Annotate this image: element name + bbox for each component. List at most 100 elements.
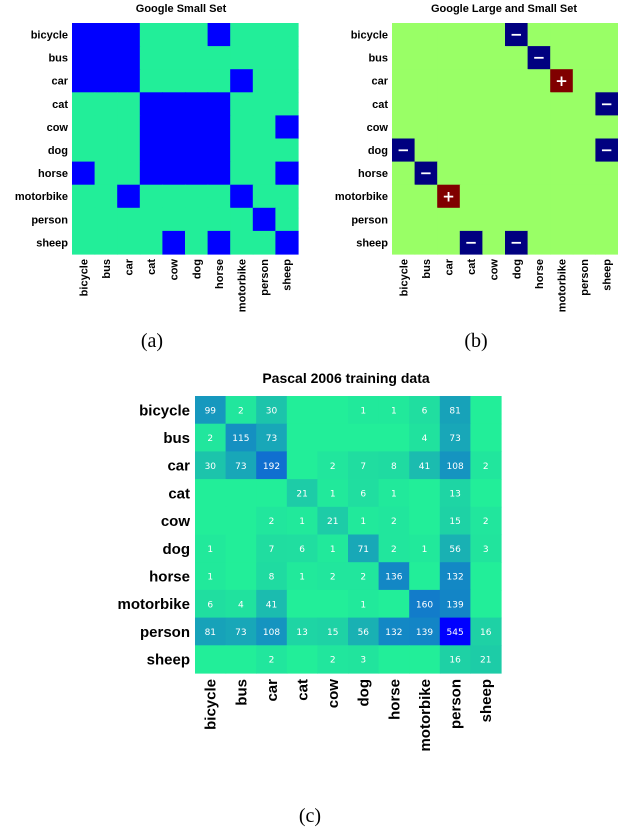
cell-bicycle-bus [225, 396, 257, 425]
cell-bicycle-bicycle [392, 23, 416, 47]
column-label-bus: bus [421, 259, 433, 279]
cell-person-horse [378, 617, 410, 646]
row-label-car: car [371, 76, 388, 88]
cell-motorbike-sheep [595, 184, 618, 209]
cell-horse-bus [225, 562, 257, 591]
cell-bicycle-motorbike [230, 23, 254, 47]
sign-horse-bus: − [420, 164, 433, 182]
cell-person-sheep [595, 207, 618, 232]
cell-bicycle-cow [482, 23, 506, 47]
cell-cow-cat [459, 115, 483, 140]
cell-horse-dog [505, 161, 529, 186]
cell-cat-horse [527, 92, 551, 116]
row-label-person: person [31, 214, 68, 226]
cell-cat-bicycle [195, 479, 227, 508]
column-label-sheep: sheep [602, 259, 614, 291]
cell-dog-bus [94, 138, 118, 163]
value-bicycle-bicycle: 99 [205, 406, 217, 416]
column-label-person: person [259, 259, 271, 296]
value-car-horse: 8 [391, 462, 397, 472]
panel-c-caption: (c) [299, 805, 321, 827]
cell-sheep-bicycle [195, 645, 227, 674]
cell-bicycle-cat [139, 23, 163, 47]
cell-dog-motorbike [230, 138, 254, 163]
cell-bus-cow [317, 423, 349, 452]
value-bicycle-person: 81 [449, 406, 460, 416]
value-person-cow: 15 [327, 628, 338, 638]
panel-a-cells [72, 23, 299, 255]
cell-dog-bicycle [392, 138, 416, 163]
cell-bicycle-cat [459, 23, 483, 47]
value-motorbike-motorbike: 160 [416, 600, 433, 610]
cell-horse-cat [459, 161, 483, 186]
cell-sheep-person [572, 230, 596, 255]
value-horse-person: 132 [447, 573, 464, 583]
value-horse-cat: 1 [299, 573, 305, 583]
panel-b-column-labels: bicycle bus car cat cow dog horse motorbike pers… [398, 258, 613, 312]
cell-car-motorbike [550, 69, 574, 93]
panel-c-pascal-2006-training-data: Pascal 2006 training data 99 2 30 1 1 6 812 115… [117, 370, 502, 827]
panel-b-google-large-and-small-set: Google Large and Small Set −−+−− −−+− − bi… [335, 3, 618, 352]
value-car-cow: 2 [330, 462, 336, 472]
value-cow-person: 15 [449, 517, 460, 527]
cell-dog-person [572, 138, 596, 163]
cell-car-motorbike [230, 69, 254, 93]
cell-dog-sheep [275, 138, 299, 163]
value-dog-bicycle: 1 [207, 545, 213, 555]
cell-bicycle-bus [414, 23, 438, 47]
column-label-sheep: sheep [478, 679, 495, 722]
row-label-horse: horse [358, 168, 388, 180]
cell-dog-bus [225, 534, 257, 563]
cell-sheep-person [252, 230, 276, 255]
value-bus-motorbike: 4 [422, 434, 428, 444]
cell-sheep-car [256, 645, 288, 674]
cell-cat-dog [185, 92, 209, 116]
cell-dog-cat [286, 534, 318, 563]
value-motorbike-bicycle: 6 [207, 600, 213, 610]
cell-car-car [437, 69, 461, 93]
cell-horse-motorbike [230, 161, 254, 186]
cell-horse-cow [482, 161, 506, 186]
cell-dog-car [117, 138, 141, 163]
cell-bus-motorbike [409, 423, 441, 452]
cell-person-horse [207, 207, 231, 232]
value-car-bus: 73 [235, 462, 246, 472]
cell-motorbike-horse [527, 184, 551, 209]
cell-car-sheep [595, 69, 618, 93]
sign-sheep-cat: − [465, 233, 478, 251]
cell-bus-car [117, 46, 141, 70]
cell-motorbike-cow [162, 184, 186, 209]
cell-sheep-person [439, 645, 471, 674]
value-cat-horse: 1 [391, 489, 397, 499]
cell-sheep-cow [162, 230, 186, 255]
cell-bicycle-dog [185, 23, 209, 47]
cell-sheep-car [437, 230, 461, 255]
cell-bus-cow [482, 46, 506, 70]
cell-sheep-sheep [275, 230, 299, 255]
cell-car-sheep [275, 69, 299, 93]
row-label-horse: horse [38, 168, 68, 180]
row-label-motorbike: motorbike [117, 596, 190, 613]
value-cat-dog: 6 [360, 489, 366, 499]
cell-bus-bus [94, 46, 118, 70]
cell-person-cat [286, 617, 318, 646]
value-dog-car: 7 [269, 545, 275, 555]
cell-sheep-bus [414, 230, 438, 255]
column-label-person: person [579, 259, 591, 296]
cell-motorbike-dog [505, 184, 529, 209]
cell-sheep-horse [527, 230, 551, 255]
cell-cat-motorbike [409, 479, 441, 508]
cell-bus-person [439, 423, 471, 452]
cell-car-cow [482, 69, 506, 93]
value-car-motorbike: 41 [419, 462, 430, 472]
cell-cow-horse [207, 115, 231, 140]
cell-bus-horse [527, 46, 551, 70]
value-bicycle-dog: 1 [360, 406, 366, 416]
cell-person-cow [162, 207, 186, 232]
row-label-car: car [167, 458, 190, 475]
cell-dog-person [252, 138, 276, 163]
cell-cat-motorbike [550, 92, 574, 116]
cell-cow-person [572, 115, 596, 140]
cell-horse-motorbike [550, 161, 574, 186]
cell-sheep-dog [348, 645, 380, 674]
